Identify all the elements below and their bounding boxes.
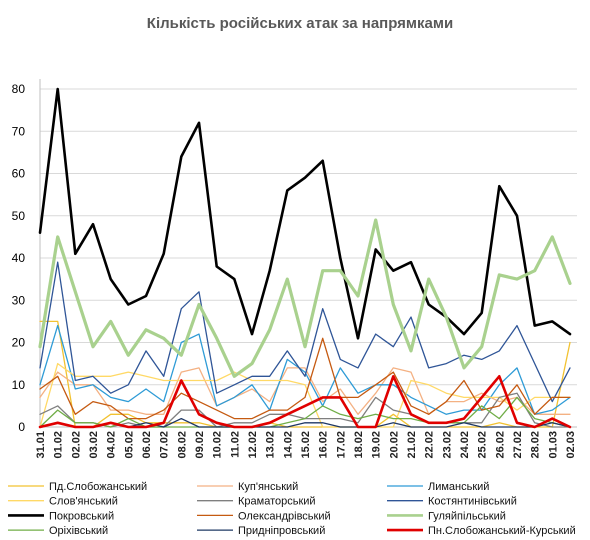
legend-label: Придніпровський — [238, 525, 325, 537]
series-line-8 — [38, 218, 572, 378]
y-tick-label: 40 — [12, 251, 26, 265]
legend-label: Краматорський — [238, 496, 316, 508]
x-tick-label: 24.02 — [459, 431, 471, 459]
x-tick-label: 09.02 — [194, 431, 206, 459]
y-tick-label: 60 — [12, 167, 26, 181]
legend-label: Куп'янський — [238, 481, 298, 493]
gridlines — [39, 79, 577, 428]
legend-label: Пд.Слобожанський — [49, 481, 147, 493]
x-tick-label: 16.02 — [318, 431, 330, 459]
x-tick-label: 05.02 — [123, 431, 135, 459]
x-tick-label: 23.02 — [441, 431, 453, 459]
x-tick-label: 03.02 — [88, 431, 100, 459]
y-tick-label: 70 — [12, 124, 26, 138]
series-line-9 — [39, 396, 571, 428]
legend-label: Костянтинівський — [428, 496, 517, 508]
series-line-1 — [39, 367, 571, 415]
x-tick-label: 25.02 — [477, 431, 489, 459]
x-tick-label: 31.01 — [35, 431, 47, 459]
x-tick-label: 01.02 — [53, 431, 65, 459]
x-tick-label: 17.02 — [335, 431, 347, 459]
legend-label: Пн.Слобожанський-Курський — [428, 525, 576, 537]
x-tick-label: 14.02 — [282, 431, 294, 459]
x-tick-label: 28.02 — [530, 431, 542, 459]
x-tick-label: 22.02 — [424, 431, 436, 459]
series-lines — [38, 87, 572, 429]
x-tick-label: 21.02 — [406, 431, 418, 459]
y-axis-ticks: 0 10 20 30 40 50 60 70 80 — [12, 82, 26, 434]
x-tick-label: 08.02 — [176, 431, 188, 459]
x-tick-label: 18.02 — [353, 431, 365, 459]
x-tick-label: 07.02 — [159, 431, 171, 459]
x-tick-label: 04.02 — [106, 431, 118, 459]
y-tick-label: 50 — [12, 209, 26, 223]
x-tick-label: 15.02 — [300, 431, 312, 459]
chart-title: Кількість російських атак за напрямками — [147, 15, 453, 32]
legend-label: Олександрівський — [238, 510, 331, 522]
x-tick-label: 06.02 — [141, 431, 153, 459]
x-tick-label: 10.02 — [212, 431, 224, 459]
series-line-11 — [38, 374, 572, 429]
x-tick-label: 02.03 — [565, 431, 577, 459]
legend-label: Слов'янський — [49, 496, 118, 508]
y-tick-label: 20 — [12, 336, 26, 350]
x-tick-label: 26.02 — [494, 431, 506, 459]
x-tick-label: 27.02 — [512, 431, 524, 459]
x-tick-label: 01.03 — [547, 431, 559, 459]
x-tick-label: 12.02 — [247, 431, 259, 459]
legend-label: Покровський — [49, 510, 114, 522]
y-tick-label: 30 — [12, 293, 26, 307]
x-tick-label: 19.02 — [371, 431, 383, 459]
x-tick-label: 13.02 — [265, 431, 277, 459]
legend-label: Лиманський — [428, 481, 489, 493]
series-line-6 — [38, 87, 572, 340]
x-tick-label: 11.02 — [229, 431, 241, 458]
y-tick-label: 0 — [18, 420, 25, 434]
x-tick-label: 02.02 — [70, 431, 82, 459]
y-tick-label: 10 — [12, 378, 26, 392]
legend: Пд.Слобожанський Куп'янський Лиманський Сло… — [8, 481, 576, 537]
x-axis-ticks: 31.01 01.02 02.02 03.02 04.02 05.02 06.02 07.02… — [35, 431, 577, 459]
x-tick-label: 20.02 — [388, 431, 400, 459]
series-line-5 — [39, 261, 571, 403]
legend-label: Гуляйпільський — [428, 510, 506, 522]
legend-label: Оріхівський — [49, 525, 108, 537]
y-tick-label: 80 — [12, 82, 26, 96]
